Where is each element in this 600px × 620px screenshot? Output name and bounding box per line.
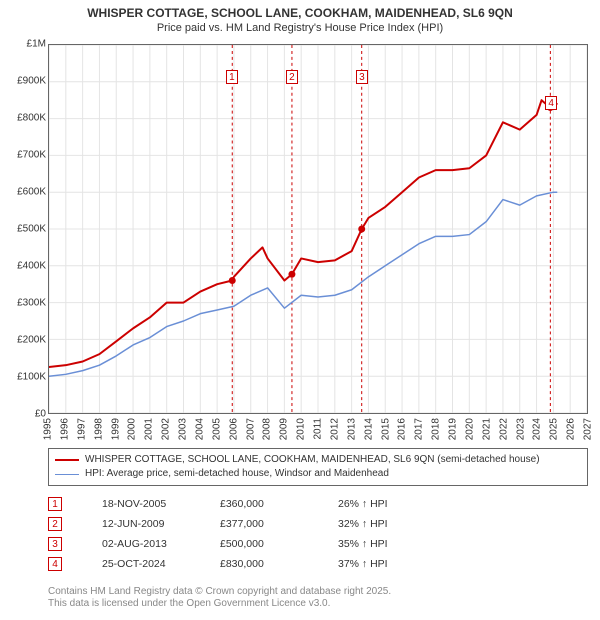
chart-title-sub: Price paid vs. HM Land Registry's House … xyxy=(0,20,600,38)
x-tick-label: 1995 xyxy=(43,418,54,440)
sales-row: 1 18-NOV-2005 £360,000 26% ↑ HPI xyxy=(48,494,588,514)
sales-row-diff: 32% ↑ HPI xyxy=(338,518,588,530)
legend-swatch xyxy=(55,459,79,461)
x-tick-label: 2026 xyxy=(566,418,577,440)
sales-row-price: £377,000 xyxy=(220,518,330,530)
sales-row: 3 02-AUG-2013 £500,000 35% ↑ HPI xyxy=(48,534,588,554)
x-tick-label: 2009 xyxy=(279,418,290,440)
x-tick-label: 2002 xyxy=(161,418,172,440)
x-tick-label: 2010 xyxy=(296,418,307,440)
x-tick-label: 2007 xyxy=(245,418,256,440)
chart-svg xyxy=(49,45,587,413)
sales-row-date: 12-JUN-2009 xyxy=(102,518,212,530)
x-tick-label: 2015 xyxy=(380,418,391,440)
sales-row-marker: 2 xyxy=(48,517,62,531)
chart-title-address: WHISPER COTTAGE, SCHOOL LANE, COOKHAM, M… xyxy=(0,0,600,20)
sales-table: 1 18-NOV-2005 £360,000 26% ↑ HPI 2 12-JUN-200… xyxy=(48,494,588,574)
sales-row: 2 12-JUN-2009 £377,000 32% ↑ HPI xyxy=(48,514,588,534)
x-tick-label: 2013 xyxy=(346,418,357,440)
x-tick-label: 2016 xyxy=(397,418,408,440)
sales-row-price: £830,000 xyxy=(220,558,330,570)
figure: WHISPER COTTAGE, SCHOOL LANE, COOKHAM, M… xyxy=(0,0,600,620)
sales-row-marker: 1 xyxy=(48,497,62,511)
y-tick-label: £0 xyxy=(2,409,46,420)
legend-swatch xyxy=(55,474,79,475)
y-tick-label: £100K xyxy=(2,372,46,383)
legend-label: HPI: Average price, semi-detached house,… xyxy=(85,467,389,481)
x-tick-label: 2021 xyxy=(481,418,492,440)
x-tick-label: 2001 xyxy=(144,418,155,440)
x-tick-label: 1996 xyxy=(59,418,70,440)
x-tick-label: 2020 xyxy=(464,418,475,440)
legend-item: WHISPER COTTAGE, SCHOOL LANE, COOKHAM, M… xyxy=(55,453,581,467)
footnote-line2: This data is licensed under the Open Gov… xyxy=(48,598,588,610)
sales-row-diff: 35% ↑ HPI xyxy=(338,538,588,550)
x-tick-label: 2003 xyxy=(178,418,189,440)
sale-marker-4: 4 xyxy=(545,96,557,110)
x-tick-label: 2024 xyxy=(532,418,543,440)
y-tick-label: £800K xyxy=(2,113,46,124)
y-tick-label: £700K xyxy=(2,150,46,161)
footnote: Contains HM Land Registry data © Crown c… xyxy=(48,586,588,610)
y-tick-label: £200K xyxy=(2,335,46,346)
sale-marker-2: 2 xyxy=(286,70,298,84)
sales-row-date: 25-OCT-2024 xyxy=(102,558,212,570)
legend-item: HPI: Average price, semi-detached house,… xyxy=(55,467,581,481)
x-tick-label: 2014 xyxy=(363,418,374,440)
x-tick-label: 2019 xyxy=(448,418,459,440)
x-tick-label: 1998 xyxy=(93,418,104,440)
x-tick-label: 2012 xyxy=(329,418,340,440)
sales-row-date: 02-AUG-2013 xyxy=(102,538,212,550)
x-tick-label: 1999 xyxy=(110,418,121,440)
x-tick-label: 2027 xyxy=(583,418,594,440)
sale-marker-3: 3 xyxy=(356,70,368,84)
sales-row-diff: 26% ↑ HPI xyxy=(338,498,588,510)
x-tick-label: 2023 xyxy=(515,418,526,440)
sale-marker-1: 1 xyxy=(226,70,238,84)
legend: WHISPER COTTAGE, SCHOOL LANE, COOKHAM, M… xyxy=(48,448,588,486)
x-tick-label: 2022 xyxy=(498,418,509,440)
x-tick-label: 2004 xyxy=(194,418,205,440)
x-tick-label: 1997 xyxy=(76,418,87,440)
x-tick-label: 2018 xyxy=(431,418,442,440)
y-tick-label: £300K xyxy=(2,298,46,309)
x-tick-label: 2011 xyxy=(313,418,324,440)
sales-row-price: £360,000 xyxy=(220,498,330,510)
sales-row: 4 25-OCT-2024 £830,000 37% ↑ HPI xyxy=(48,554,588,574)
x-tick-label: 2008 xyxy=(262,418,273,440)
sales-row-marker: 3 xyxy=(48,537,62,551)
footnote-line1: Contains HM Land Registry data © Crown c… xyxy=(48,586,588,598)
x-tick-label: 2025 xyxy=(549,418,560,440)
x-tick-label: 2005 xyxy=(211,418,222,440)
x-tick-label: 2000 xyxy=(127,418,138,440)
sales-row-date: 18-NOV-2005 xyxy=(102,498,212,510)
x-tick-label: 2006 xyxy=(228,418,239,440)
sales-row-marker: 4 xyxy=(48,557,62,571)
sales-row-price: £500,000 xyxy=(220,538,330,550)
y-tick-label: £400K xyxy=(2,261,46,272)
legend-label: WHISPER COTTAGE, SCHOOL LANE, COOKHAM, M… xyxy=(85,453,540,467)
y-tick-label: £600K xyxy=(2,187,46,198)
plot-area xyxy=(48,44,588,414)
y-tick-label: £500K xyxy=(2,224,46,235)
y-tick-label: £1M xyxy=(2,39,46,50)
x-tick-label: 2017 xyxy=(414,418,425,440)
y-tick-label: £900K xyxy=(2,76,46,87)
sales-row-diff: 37% ↑ HPI xyxy=(338,558,588,570)
